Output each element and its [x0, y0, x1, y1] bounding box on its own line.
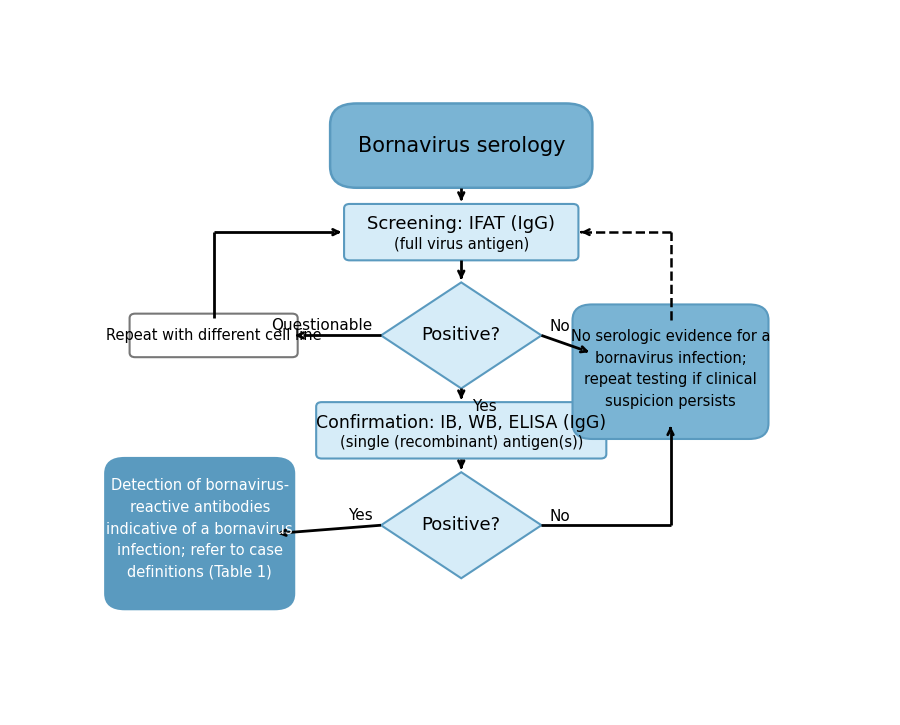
Text: No serologic evidence for a
bornavirus infection;
repeat testing if clinical
sus: No serologic evidence for a bornavirus i…	[571, 329, 770, 409]
FancyBboxPatch shape	[105, 458, 294, 609]
Text: Bornavirus serology: Bornavirus serology	[357, 136, 565, 156]
Polygon shape	[381, 472, 542, 579]
FancyBboxPatch shape	[330, 104, 592, 188]
Text: Yes: Yes	[348, 507, 373, 523]
Polygon shape	[381, 283, 542, 389]
Text: Repeat with different cell line: Repeat with different cell line	[106, 328, 321, 343]
FancyBboxPatch shape	[572, 304, 769, 439]
Text: Positive?: Positive?	[422, 516, 500, 534]
FancyBboxPatch shape	[316, 402, 607, 458]
Text: Screening: IFAT (IgG): Screening: IFAT (IgG)	[367, 215, 555, 233]
Text: No: No	[550, 319, 571, 334]
Text: Detection of bornavirus-
reactive antibodies
indicative of a bornavirus
infectio: Detection of bornavirus- reactive antibo…	[106, 478, 293, 580]
Text: Positive?: Positive?	[422, 326, 500, 344]
Text: No: No	[550, 509, 571, 523]
FancyBboxPatch shape	[130, 314, 298, 357]
Text: Questionable: Questionable	[272, 318, 373, 333]
FancyBboxPatch shape	[344, 204, 579, 260]
Text: (full virus antigen): (full virus antigen)	[393, 237, 529, 252]
Text: Confirmation: IB, WB, ELISA (IgG): Confirmation: IB, WB, ELISA (IgG)	[316, 413, 607, 431]
Text: (single (recombinant) antigen(s)): (single (recombinant) antigen(s))	[339, 435, 583, 450]
Text: Yes: Yes	[472, 399, 497, 413]
